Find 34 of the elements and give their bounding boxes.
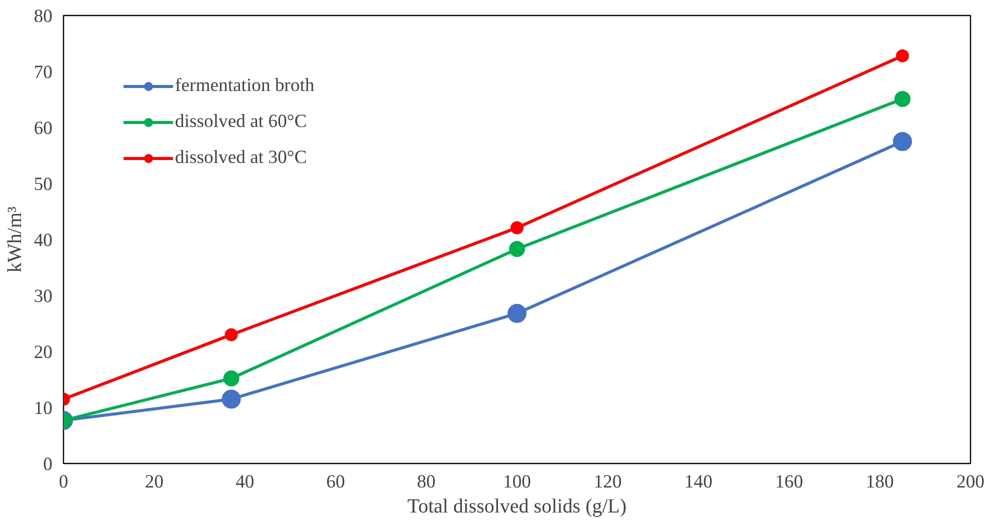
y-tick-label: 40 — [34, 230, 52, 251]
point — [509, 241, 525, 258]
x-tick-label: 0 — [58, 472, 68, 492]
y-axis-title: kWh/m³ — [4, 206, 26, 272]
x-tick-label: 180 — [866, 472, 894, 492]
point — [892, 132, 912, 151]
y-tick-label: 80 — [34, 6, 52, 27]
y-tick-label: 60 — [34, 118, 52, 139]
point — [894, 90, 910, 107]
x-tick-label: 40 — [236, 472, 254, 492]
y-tick-label: 70 — [34, 62, 52, 83]
y-tick-label: 30 — [34, 286, 52, 307]
x-tick-label: 140 — [684, 472, 712, 492]
y-tick-label: 20 — [34, 342, 52, 363]
y-tick-label: 0 — [43, 454, 52, 475]
legend-label: dissolved at 30°C — [175, 147, 307, 169]
point — [508, 304, 526, 323]
point — [510, 221, 524, 234]
x-tick-label: 20 — [144, 472, 164, 492]
point — [223, 370, 240, 386]
x-tick-label: 80 — [416, 472, 436, 492]
legend-label: fermentation broth — [175, 75, 314, 97]
point — [896, 49, 909, 62]
y-tick-label: 50 — [34, 174, 52, 195]
x-tick-label: 160 — [775, 472, 804, 492]
x-tick-label: 200 — [956, 472, 984, 492]
x-axis-title: Total dissolved solids (g/L) — [407, 496, 627, 518]
point — [224, 328, 238, 342]
x-tick-label: 120 — [594, 472, 622, 492]
y-tick-label: 10 — [34, 398, 52, 419]
x-tick-label: 100 — [503, 472, 531, 492]
point — [222, 390, 241, 409]
legend-label: dissolved at 60°C — [175, 111, 307, 133]
x-tick-label: 60 — [326, 472, 345, 492]
